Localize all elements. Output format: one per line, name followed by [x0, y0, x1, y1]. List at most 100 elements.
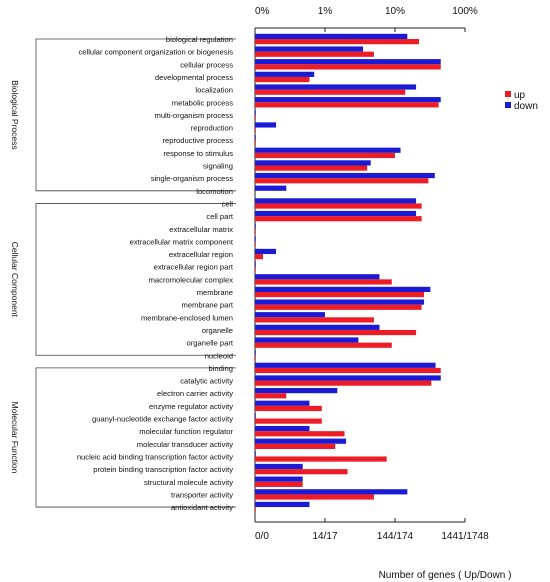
bar-down [255, 84, 417, 90]
term-label: locomotion [196, 187, 233, 196]
term-label: membrane part [182, 301, 234, 310]
bar-up [255, 114, 256, 121]
bar-up [255, 342, 392, 348]
bar-down [255, 122, 277, 128]
bar-up [255, 481, 303, 487]
bar-up [255, 165, 368, 171]
bar-down [255, 324, 380, 330]
term-label: multi-organism process [155, 111, 234, 120]
bottom-tick-label: 1441/1748 [441, 531, 489, 542]
bar-down [255, 312, 325, 318]
bar-up [255, 228, 256, 234]
term-label: nucleic acid binding transcription facto… [77, 452, 233, 461]
term-label: binding [209, 364, 234, 373]
group-bracket [35, 38, 236, 192]
term-label: transporter activity [171, 490, 233, 499]
bar-up [255, 76, 310, 83]
term-label: nucleoid [205, 351, 233, 360]
term-label: single-organism process [151, 174, 234, 183]
bar-down [255, 476, 303, 482]
bar-up [255, 279, 392, 285]
bar-down [255, 299, 425, 305]
term-label: cell [222, 199, 234, 208]
group-bracket [35, 367, 236, 508]
bar-up [255, 178, 429, 184]
bar-down [255, 350, 256, 356]
bar-down [255, 489, 408, 495]
bottom-axis: 0/0 14/17 144/174 1441/1748 [254, 518, 489, 542]
bar-down [255, 135, 256, 141]
bar-down [255, 425, 310, 432]
bar-up [255, 304, 422, 310]
legend-swatch-up [505, 91, 511, 97]
group-brackets: Biological Process Cellular Component Mole… [10, 38, 236, 508]
term-label: cellular component organization or bioge… [78, 48, 233, 57]
bar-down [255, 274, 380, 280]
bar-up [255, 393, 287, 399]
bar-down [255, 362, 436, 368]
term-label: extracellular region [169, 250, 233, 259]
bar-down [255, 46, 364, 52]
group-bracket [35, 203, 236, 356]
group-label: Molecular Function [10, 402, 20, 474]
top-tick-label: 1% [318, 6, 333, 17]
term-label: cell part [206, 212, 233, 221]
term-label: catalytic activity [180, 377, 233, 386]
bar-up [255, 203, 422, 209]
bar-down [255, 160, 371, 166]
term-label: structural molecule activity [144, 478, 233, 487]
bar-up [255, 329, 417, 336]
bar-down [255, 172, 435, 179]
bar-up [255, 507, 256, 513]
bar-down [255, 375, 441, 381]
term-label: extracellular region part [154, 263, 234, 272]
bar-up [255, 494, 374, 500]
top-tick-label: 100% [452, 6, 478, 17]
bar-up [255, 418, 322, 424]
bar-down [255, 109, 256, 115]
term-label: organelle [202, 326, 233, 335]
bar-up [255, 469, 348, 475]
group-label: Biological Process [10, 80, 20, 149]
bar-up [255, 39, 419, 45]
bar-up [255, 140, 256, 146]
bar-up [255, 443, 336, 449]
bar-down [255, 198, 417, 204]
term-label: metabolic process [172, 98, 233, 107]
bar-down [255, 337, 359, 343]
term-label: cellular process [180, 60, 233, 69]
bar-up [255, 405, 322, 412]
term-label: molecular transducer activity [137, 440, 233, 449]
bar-up [255, 367, 441, 374]
bar-down [255, 33, 408, 39]
term-label: membrane [197, 288, 233, 297]
term-label: enzyme regulator activity [149, 402, 233, 411]
bar-down [255, 501, 310, 508]
bar-up [255, 380, 432, 386]
bar-down [255, 400, 310, 406]
bar-down [255, 210, 417, 217]
legend: up down [505, 90, 538, 112]
term-label: response to stimulus [163, 149, 233, 158]
bar-down [255, 147, 401, 153]
bar-up [255, 216, 422, 222]
legend-swatch-down [505, 102, 511, 108]
bars [255, 33, 441, 513]
bar-down [255, 59, 441, 65]
bar-down [255, 71, 315, 77]
term-label: protein binding transcription factor act… [93, 465, 233, 474]
bar-down [255, 248, 277, 255]
bar-up [255, 431, 345, 437]
bar-down [255, 286, 431, 292]
term-label: membrane-enclosed lumen [141, 313, 233, 322]
bar-up [255, 127, 256, 133]
bar-down [255, 97, 441, 103]
bar-up [255, 266, 256, 272]
bar-down [255, 223, 256, 229]
legend-label-down: down [514, 101, 538, 112]
term-label: macromolecular complex [149, 275, 234, 284]
term-labels: biological regulation cellular component … [77, 35, 234, 512]
term-label: localization [195, 86, 233, 95]
bar-up [255, 355, 256, 361]
